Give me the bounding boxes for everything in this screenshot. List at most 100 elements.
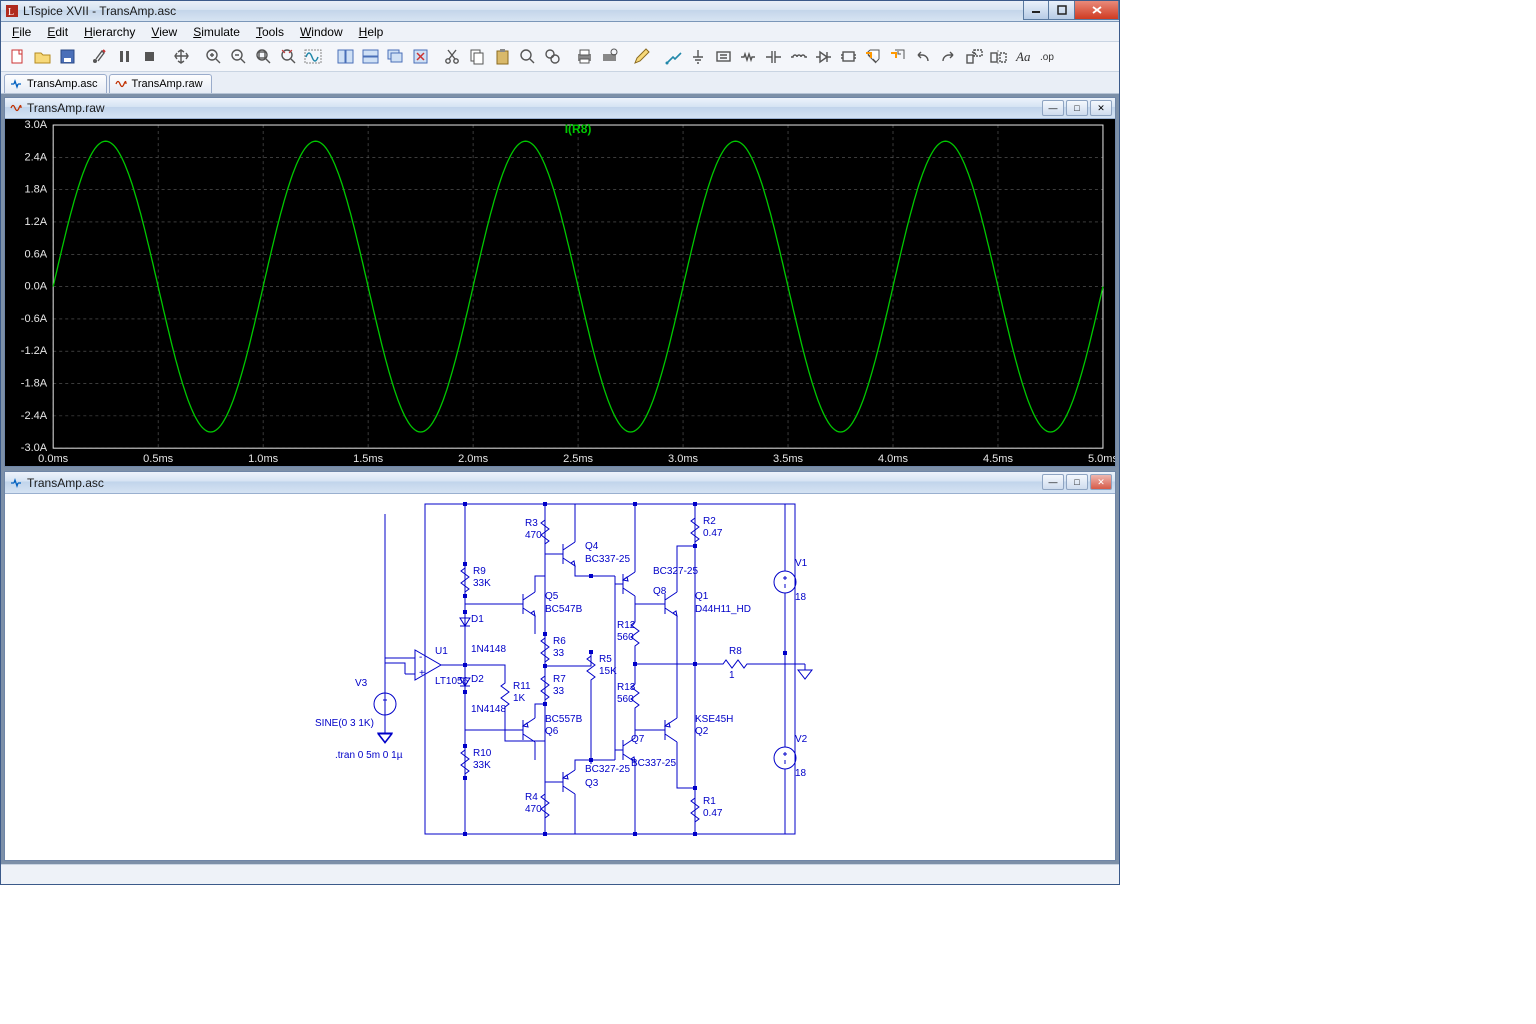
tool-tile-h[interactable] [333, 45, 357, 69]
tool-new[interactable] [5, 45, 29, 69]
menu-tools[interactable]: Tools [249, 23, 291, 41]
schematic-window: TransAmp.asc — □ ✕ V3SINE(0 3 1K)-+U1LT1… [4, 471, 1116, 861]
svg-text:BC337-25: BC337-25 [631, 758, 676, 769]
svg-text:1K: 1K [513, 693, 526, 704]
close-button[interactable] [1075, 1, 1119, 20]
menu-view[interactable]: View [144, 23, 184, 41]
tool-diode[interactable] [811, 45, 835, 69]
svg-text:Q1: Q1 [695, 591, 709, 602]
menu-help[interactable]: Help [352, 23, 391, 41]
tool-sprobe[interactable]: .op [1036, 45, 1060, 69]
plot-area[interactable]: 3.0A2.4A1.8A1.2A0.6A0.0A-0.6A-1.2A-1.8A-… [5, 119, 1115, 466]
tool-cascade[interactable] [383, 45, 407, 69]
tool-pencil[interactable] [629, 45, 653, 69]
menu-window[interactable]: Window [293, 23, 350, 41]
svg-text:Q7: Q7 [631, 734, 645, 745]
schematic-minimize-button[interactable]: — [1042, 474, 1064, 490]
svg-text:R6: R6 [553, 636, 566, 647]
tool-cut[interactable] [440, 45, 464, 69]
tool-open[interactable] [30, 45, 54, 69]
tool-wire[interactable] [661, 45, 685, 69]
tool-copy[interactable] [465, 45, 489, 69]
plot-title: TransAmp.raw [27, 101, 105, 115]
status-bar [1, 864, 1119, 884]
tool-redo[interactable] [936, 45, 960, 69]
menu-edit[interactable]: Edit [40, 23, 75, 41]
tool-mirror[interactable] [986, 45, 1010, 69]
schematic-canvas: V3SINE(0 3 1K)-+U1LT1056R933KD11N4148D21… [5, 494, 1105, 854]
tool-run[interactable] [87, 45, 111, 69]
svg-text:R1: R1 [703, 796, 716, 807]
tab-waveform[interactable]: TransAmp.raw [109, 74, 212, 93]
svg-text:R9: R9 [473, 566, 486, 577]
schematic-area[interactable]: V3SINE(0 3 1K)-+U1LT1056R933KD11N4148D21… [5, 494, 1115, 860]
tool-resistor[interactable] [736, 45, 760, 69]
tab-schematic[interactable]: TransAmp.asc [4, 74, 107, 93]
plot-minimize-button[interactable]: — [1042, 100, 1064, 116]
tool-ground[interactable] [686, 45, 710, 69]
tool-drag[interactable] [886, 45, 910, 69]
svg-text:-: - [419, 652, 422, 663]
svg-text:1.2A: 1.2A [24, 216, 47, 228]
tool-stop[interactable] [137, 45, 161, 69]
plot-maximize-button[interactable]: □ [1066, 100, 1088, 116]
tool-zoom-rect[interactable] [276, 45, 300, 69]
menu-simulate[interactable]: Simulate [186, 23, 247, 41]
mdi-workspace: TransAmp.raw — □ ✕ 3.0A2.4A1.8A1.2A0.6A0… [1, 94, 1119, 864]
svg-text:.op: .op [1040, 52, 1054, 63]
svg-text:.tran 0 5m 0 1µ: .tran 0 5m 0 1µ [335, 750, 403, 761]
tool-rotate[interactable] [961, 45, 985, 69]
svg-text:BC327-25: BC327-25 [653, 566, 698, 577]
tool-paste[interactable] [490, 45, 514, 69]
tool-setup[interactable] [597, 45, 621, 69]
tool-net[interactable] [711, 45, 735, 69]
tool-print[interactable] [572, 45, 596, 69]
tool-inductor[interactable] [786, 45, 810, 69]
tool-text[interactable]: Aa [1011, 45, 1035, 69]
svg-text:3.5ms: 3.5ms [773, 453, 803, 465]
svg-text:D2: D2 [471, 674, 484, 685]
menu-file[interactable]: File [5, 23, 38, 41]
plot-titlebar: TransAmp.raw — □ ✕ [5, 98, 1115, 119]
menu-hierarchy[interactable]: Hierarchy [77, 23, 142, 41]
minimize-button[interactable] [1023, 1, 1049, 20]
svg-text:33: 33 [553, 648, 565, 659]
svg-text:BC327-25: BC327-25 [585, 764, 630, 775]
tool-zoom-in[interactable] [201, 45, 225, 69]
svg-text:1N4148: 1N4148 [471, 644, 506, 655]
svg-text:0.6A: 0.6A [24, 248, 47, 260]
svg-text:0.0ms: 0.0ms [38, 453, 68, 465]
svg-text:0.0A: 0.0A [24, 280, 47, 292]
svg-text:470: 470 [525, 804, 542, 815]
svg-text:V3: V3 [355, 678, 368, 689]
maximize-button[interactable] [1049, 1, 1075, 20]
svg-text:R2: R2 [703, 516, 716, 527]
svg-text:Q2: Q2 [695, 726, 709, 737]
tool-save[interactable] [55, 45, 79, 69]
svg-text:SINE(0 3 1K): SINE(0 3 1K) [315, 718, 374, 729]
tool-close-all[interactable] [408, 45, 432, 69]
tool-tile-v[interactable] [358, 45, 382, 69]
plot-close-button[interactable]: ✕ [1090, 100, 1112, 116]
svg-text:560: 560 [617, 632, 634, 643]
svg-text:D44H11_HD: D44H11_HD [695, 604, 751, 615]
svg-text:560: 560 [617, 694, 634, 705]
tool-component[interactable] [836, 45, 860, 69]
schematic-maximize-button[interactable]: □ [1066, 474, 1088, 490]
tool-zoom-out[interactable] [226, 45, 250, 69]
tool-autorange[interactable] [301, 45, 325, 69]
tool-move[interactable] [861, 45, 885, 69]
svg-text:0.5ms: 0.5ms [143, 453, 173, 465]
svg-text:R13: R13 [617, 682, 636, 693]
tool-pan[interactable] [169, 45, 193, 69]
schematic-close-button[interactable]: ✕ [1090, 474, 1112, 490]
tool-zoom-fit[interactable] [251, 45, 275, 69]
tool-find[interactable] [515, 45, 539, 69]
app-window: L LTspice XVII - TransAmp.asc File Edit … [0, 0, 1120, 885]
plot-window: TransAmp.raw — □ ✕ 3.0A2.4A1.8A1.2A0.6A0… [4, 97, 1116, 467]
tool-pause[interactable] [112, 45, 136, 69]
tool-find2[interactable] [540, 45, 564, 69]
tool-undo[interactable] [911, 45, 935, 69]
svg-text:U1: U1 [435, 646, 448, 657]
tool-capacitor[interactable] [761, 45, 785, 69]
